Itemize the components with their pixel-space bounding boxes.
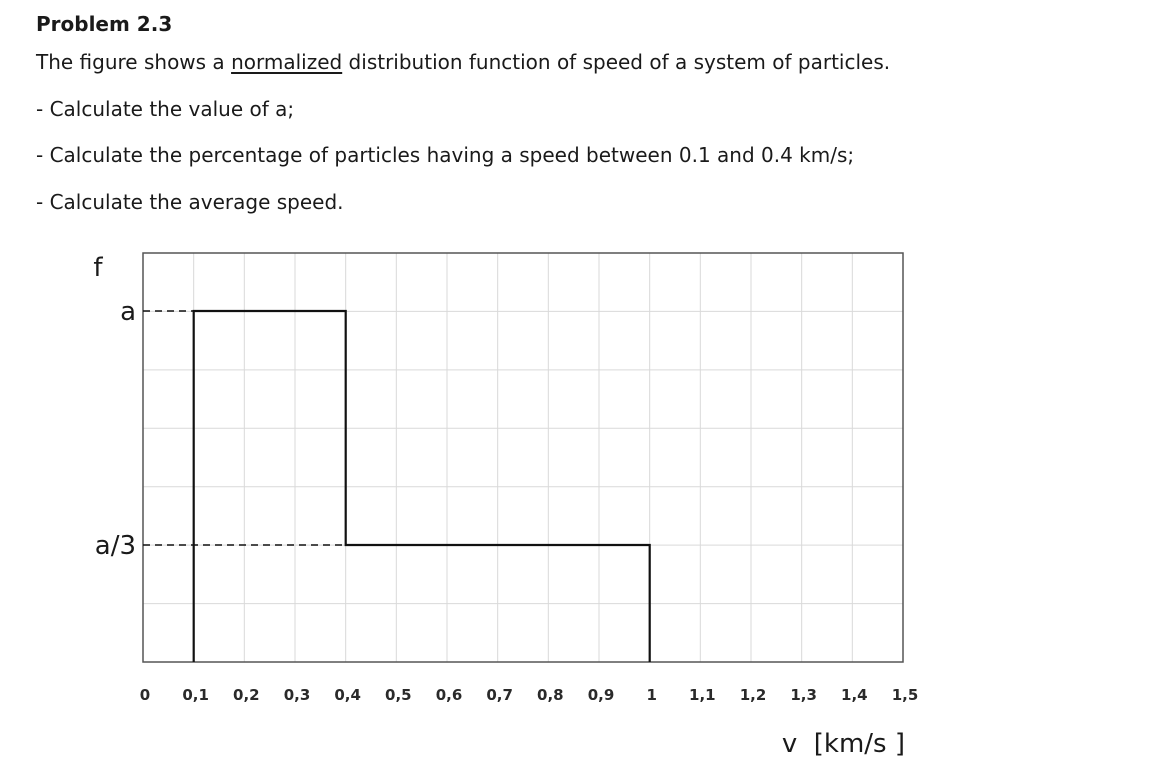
y-tick-labels: a a/3 xyxy=(95,297,136,561)
x-tick-label: 0,6 xyxy=(436,686,463,704)
x-tick-label: 0,8 xyxy=(537,686,564,704)
intro-text-after: distribution function of speed of a syst… xyxy=(342,50,891,74)
x-tick-label: 0,3 xyxy=(284,686,311,704)
x-tick-label: 0,4 xyxy=(334,686,361,704)
x-tick-label: 1,4 xyxy=(841,686,868,704)
intro-underlined-word: normalized xyxy=(231,50,343,74)
chart-guides xyxy=(143,310,346,546)
y-tick-label: a xyxy=(120,297,136,327)
chart-grid xyxy=(143,253,903,662)
y-axis-label: f xyxy=(93,253,103,283)
intro-text-before: The figure shows a xyxy=(36,50,232,74)
x-tick-label: 1,1 xyxy=(689,686,716,704)
x-tick-label: 0,1 xyxy=(182,686,209,704)
y-tick-label: a/3 xyxy=(95,531,136,561)
question-3: - Calculate the average speed. xyxy=(36,190,344,214)
question-2: - Calculate the percentage of particles … xyxy=(36,143,855,167)
problem-title: Problem 2.3 xyxy=(36,12,173,36)
x-tick-label: 1,5 xyxy=(892,686,919,704)
plot-frame xyxy=(142,252,904,663)
question-1: - Calculate the value of a; xyxy=(36,97,295,121)
x-tick-label: 1,2 xyxy=(740,686,767,704)
x-tick-label: 0 xyxy=(140,686,150,704)
x-tick-label: 1,3 xyxy=(790,686,817,704)
x-tick-label: 1 xyxy=(646,686,656,704)
x-tick-label: 0,9 xyxy=(588,686,615,704)
distribution-curve xyxy=(192,309,651,662)
x-tick-label: 0,2 xyxy=(233,686,260,704)
problem-statement: The figure shows a normalized distributi… xyxy=(36,50,890,74)
x-tick-labels: 0 0,1 0,2 0,3 0,4 0,5 0,6 0,7 0,8 0,9 1 1,1 1,2 1,3 1,… xyxy=(140,686,919,704)
x-axis-label: v [km/s ] xyxy=(782,729,905,759)
x-tick-label: 0,5 xyxy=(385,686,412,704)
x-tick-label: 0,7 xyxy=(486,686,513,704)
